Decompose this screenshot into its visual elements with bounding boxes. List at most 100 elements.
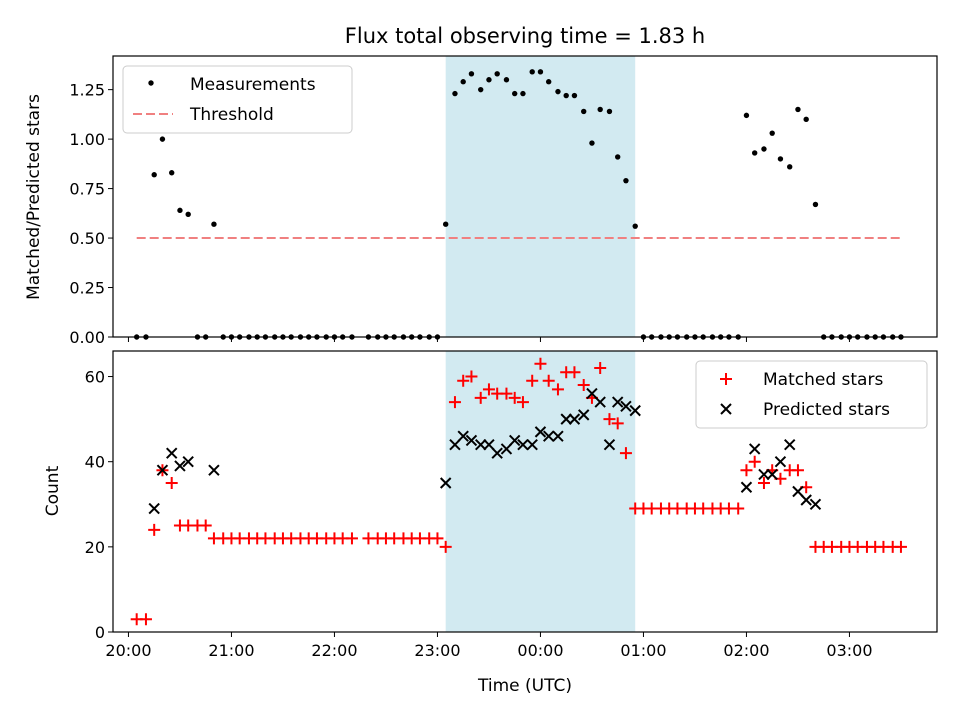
predicted-star-point [603,438,616,451]
matched-star-point [448,396,461,409]
x-tick-label: 23:00 [414,641,460,660]
measurement-point [589,140,595,146]
matched-star-point [526,374,539,387]
top-plot-frame [112,55,938,338]
y-tick-label: 0.75 [69,180,105,199]
predicted-star-point [534,426,547,438]
measurement-point [606,108,613,115]
predicted-star-point [526,438,538,451]
chart-title: Flux total observing time = 1.83 h [345,24,705,48]
measurement-point [512,90,518,97]
predicted-star-point [517,438,529,451]
predicted-star-point [578,409,590,421]
y-tick-label: 0 [95,623,105,642]
y-tick-label: 0.00 [69,328,105,347]
measurement-point [563,92,569,99]
matched-star-point [457,374,470,387]
matched-star-point [345,532,358,545]
x-tick-label: 22:00 [311,641,357,660]
measurement-point [615,154,621,160]
matched-star-point [611,417,624,430]
matched-star-point [199,519,212,532]
predicted-star-point [449,438,461,451]
matched-star-point [619,447,632,460]
bottom-legend: Matched stars Predicted stars [695,360,928,429]
matched-star-point [757,476,770,489]
bottom-y-axis: 0 20 40 60 [85,368,113,642]
matched-points [130,357,907,626]
predicted-star-point [491,447,503,459]
legend-predicted-label: Predicted stars [763,400,890,420]
top-y-axis-label: Matched/Predicted stars [24,94,44,300]
measurement-point [494,71,500,77]
measurement-point [442,221,449,227]
x-tick-label: 21:00 [208,641,254,660]
x-tick-label: 01:00 [620,641,666,660]
x-tick-label: 20:00 [105,641,151,660]
matched-star-point [500,387,513,400]
x-axis-label: Time (UTC) [477,676,572,696]
measurement-point [486,77,492,83]
matched-star-point [474,391,487,404]
y-tick-label: 60 [85,368,105,387]
matched-star-point [482,383,495,396]
measurement-point [185,211,191,218]
x-tick-label: 00:00 [517,641,563,660]
predicted-star-point [483,438,495,451]
measurement-point [632,223,638,229]
y-tick-label: 0.25 [69,279,105,298]
measurement-point [468,71,475,77]
predicted-star-point [611,396,624,408]
legend-measurements-label: Measurements [190,75,316,95]
predicted-star-point [784,438,796,451]
matched-star-point [894,540,907,553]
measurement-point [787,164,793,170]
predicted-star-point [792,485,804,498]
predicted-star-point [560,413,572,425]
predicted-star-point [774,455,787,468]
matched-star-point [516,396,529,409]
matched-star-point [431,532,444,545]
y-tick-label: 40 [85,453,105,472]
measurement-point [751,150,758,156]
predicted-star-point [542,430,555,442]
predicted-star-point [174,460,186,472]
matched-star-point [508,391,521,404]
predicted-star-point [156,464,169,476]
predicted-star-point [166,447,178,459]
predicted-star-point [465,434,478,447]
predicted-points [148,387,822,515]
predicted-star-point [758,468,770,481]
predicted-star-point [620,400,632,413]
matched-star-point [603,413,616,426]
matched-star-point [568,366,581,379]
predicted-star-point [740,481,753,493]
predicted-star-point [208,464,220,476]
bottom-y-axis-label: Count [43,465,63,516]
predicted-star-point [552,430,564,442]
predicted-star-point [500,443,513,455]
measurement-point [545,79,552,85]
predicted-star-point [508,434,521,447]
predicted-star-point [629,404,641,417]
legend-matched-marker [720,373,732,385]
matched-star-point [465,370,478,383]
x-tick-label: 03:00 [826,641,872,660]
measurement-point [812,201,819,208]
measurement-point [211,221,217,227]
measurement-point [520,90,526,97]
top-x-ticks [127,337,850,342]
y-tick-label: 20 [85,538,105,557]
matched-star-point [732,502,745,515]
top-highlight-band [445,56,636,337]
bottom-plot-frame [112,350,938,633]
top-panel: 0.00 0.25 0.50 0.75 1.00 1.25 Matched/Predict… [24,55,938,347]
matched-star-point [534,357,547,370]
bottom-highlight-band [445,351,636,632]
measurement-point [803,116,809,123]
measurement-point [581,108,587,115]
y-tick-label: 1.00 [69,130,105,149]
measurement-point [452,90,458,97]
measurement-point [537,69,544,75]
matched-star-point [439,540,452,553]
